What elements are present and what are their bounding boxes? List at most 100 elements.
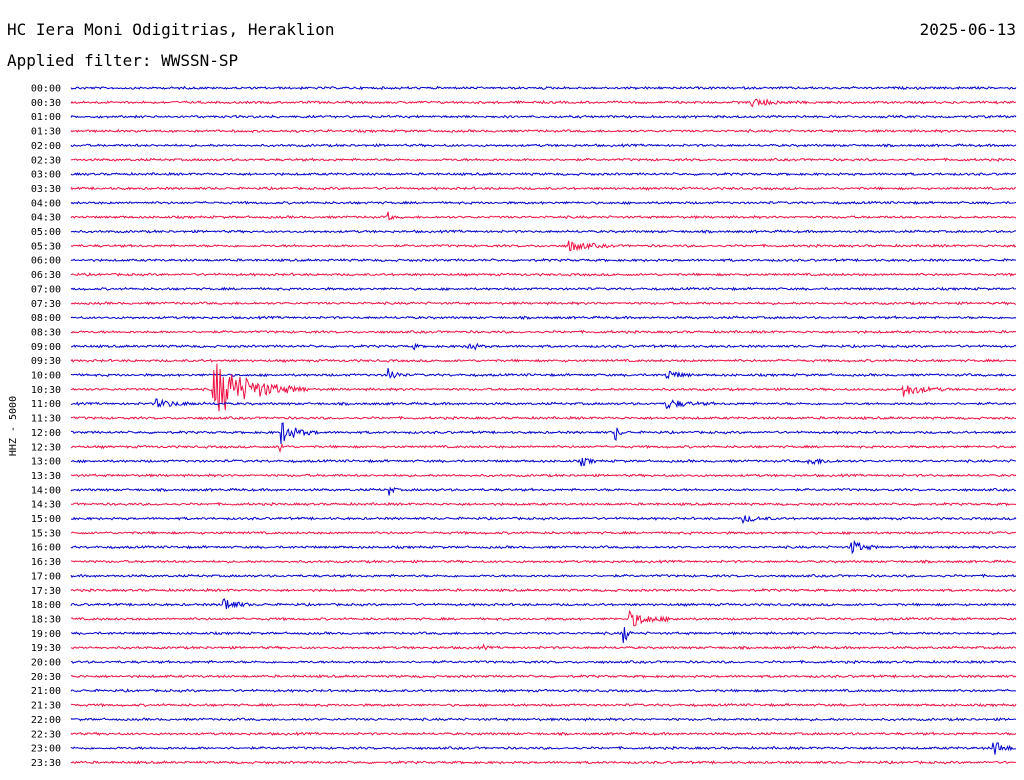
time-tick-label: 04:00 <box>31 198 61 209</box>
time-tick-label: 22:00 <box>31 715 61 726</box>
trace-line <box>70 415 1017 421</box>
trace-line <box>70 443 1017 453</box>
trace-line <box>70 85 1017 91</box>
time-tick-label: 20:30 <box>31 672 61 683</box>
time-tick-label: 12:00 <box>31 428 61 439</box>
time-tick-label: 21:30 <box>31 701 61 712</box>
channel-label: HHZ - 5000 <box>8 396 19 456</box>
time-tick-label: 13:00 <box>31 457 61 468</box>
time-tick-label: 09:00 <box>31 342 61 353</box>
time-tick-label: 11:00 <box>31 399 61 410</box>
trace-line <box>70 659 1017 665</box>
trace-line <box>70 342 1017 351</box>
time-tick-label: 23:30 <box>31 758 61 769</box>
trace-line <box>70 240 1017 252</box>
trace-line <box>70 200 1017 206</box>
station-title: HC Iera Moni Odigitrias, Heraklion <box>7 20 335 39</box>
time-tick-label: 08:30 <box>31 327 61 338</box>
time-tick-label: 10:00 <box>31 371 61 382</box>
trace-line <box>70 368 1016 380</box>
time-tick-label: 17:30 <box>31 586 61 597</box>
time-tick-label: 00:00 <box>31 84 61 95</box>
time-tick-label: 05:30 <box>31 241 61 252</box>
time-tick-label: 17:00 <box>31 571 61 582</box>
time-tick-label: 14:30 <box>31 500 61 511</box>
time-tick-label: 21:00 <box>31 686 61 697</box>
time-tick-label: 22:30 <box>31 729 61 740</box>
time-tick-label: 04:30 <box>31 213 61 224</box>
time-tick-label: 14:00 <box>31 485 61 496</box>
trace-line <box>70 759 1017 765</box>
trace-line <box>70 515 1017 525</box>
trace-line <box>70 114 1017 120</box>
trace-line <box>70 329 1017 335</box>
trace-line <box>70 501 1017 507</box>
time-tick-label: 18:30 <box>31 614 61 625</box>
trace-line <box>70 229 1017 234</box>
trace-line <box>70 457 1017 467</box>
time-tick-label: 09:30 <box>31 356 61 367</box>
trace-line <box>70 486 1017 496</box>
trace-line <box>70 530 1017 536</box>
time-tick-label: 07:30 <box>31 299 61 310</box>
trace-line <box>70 422 1016 444</box>
trace-line <box>70 559 1017 565</box>
trace-line <box>70 742 1017 755</box>
trace-line <box>70 598 1017 610</box>
trace-line <box>70 688 1017 693</box>
time-tick-label: 19:00 <box>31 629 61 640</box>
trace-line <box>70 702 1017 708</box>
time-tick-label: 16:30 <box>31 557 61 568</box>
trace-line <box>70 643 1017 651</box>
time-tick-label: 05:00 <box>31 227 61 238</box>
time-tick-label: 18:00 <box>31 600 61 611</box>
filter-label: Applied filter: WWSSN-SP <box>7 51 239 70</box>
trace-line <box>70 211 1017 221</box>
time-tick-label: 06:30 <box>31 270 61 281</box>
trace-line <box>70 185 1016 191</box>
trace-line <box>70 473 1017 478</box>
trace-line <box>70 731 1017 737</box>
time-tick-label: 19:30 <box>31 643 61 654</box>
trace-line <box>70 609 1017 627</box>
trace-line <box>70 257 1017 263</box>
time-tick-label: 15:00 <box>31 514 61 525</box>
trace-line <box>70 272 1017 277</box>
time-tick-label: 06:00 <box>31 256 61 267</box>
time-tick-label: 08:00 <box>31 313 61 324</box>
record-date: 2025-06-13 <box>919 20 1016 39</box>
time-tick-label: 01:30 <box>31 127 61 138</box>
time-tick-label: 20:00 <box>31 658 61 669</box>
trace-group <box>70 85 1017 765</box>
trace-line <box>70 315 1017 320</box>
trace-line <box>70 539 1017 555</box>
trace-line <box>70 286 1017 292</box>
trace-line <box>70 573 1017 579</box>
trace-line <box>70 673 1017 679</box>
trace-line <box>70 171 1017 177</box>
time-tick-label: 07:00 <box>31 284 61 295</box>
trace-line <box>70 98 1017 108</box>
time-tick-label: 23:00 <box>31 744 61 755</box>
time-tick-label: 03:00 <box>31 170 61 181</box>
trace-line <box>70 587 1016 593</box>
time-tick-label: 12:30 <box>31 442 61 453</box>
trace-line <box>70 157 1017 162</box>
time-tick-label: 01:00 <box>31 112 61 123</box>
trace-line <box>70 363 1017 412</box>
trace-line <box>70 143 1017 148</box>
time-tick-label: 02:30 <box>31 155 61 166</box>
time-tick-label: 11:30 <box>31 414 61 425</box>
trace-line <box>70 627 1017 643</box>
time-tick-label: 15:30 <box>31 528 61 539</box>
time-tick-label: 10:30 <box>31 385 61 396</box>
trace-line <box>70 301 1017 306</box>
time-tick-label: 02:00 <box>31 141 61 152</box>
time-tick-label: 00:30 <box>31 98 61 109</box>
trace-line <box>70 398 1017 409</box>
time-tick-group: 00:00 00:30 01:00 01:30 02:00 02:30 03:00 03:30… <box>31 84 61 769</box>
time-tick-label: 13:30 <box>31 471 61 482</box>
trace-line <box>70 717 1017 722</box>
time-tick-label: 03:30 <box>31 184 61 195</box>
